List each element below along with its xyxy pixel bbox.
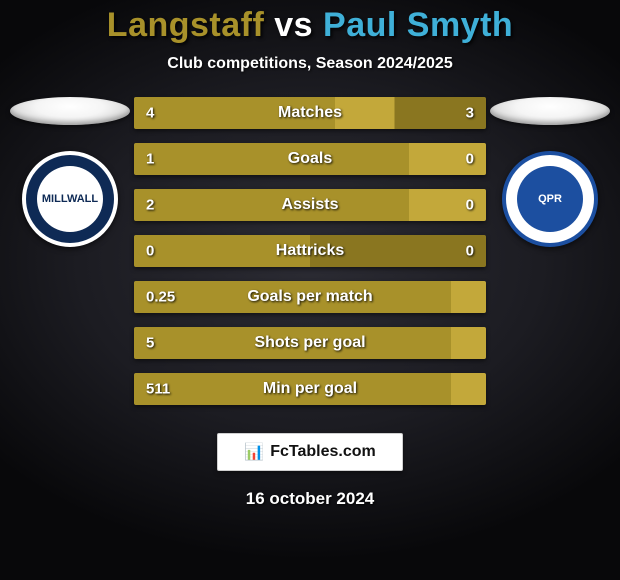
stat-label: Goals xyxy=(288,150,332,168)
stat-label: Hattricks xyxy=(276,242,344,260)
chart-icon: 📊 xyxy=(244,442,264,462)
stat-value-left: 5 xyxy=(146,335,154,352)
stat-row: Hattricks 0 0 xyxy=(134,235,486,267)
stat-label: Assists xyxy=(282,196,339,214)
stat-row: Min per goal 511 xyxy=(134,373,486,405)
stat-row: Goals per match 0.25 xyxy=(134,281,486,313)
club-crest-right-label: QPR xyxy=(517,166,583,232)
stat-row: Shots per goal 5 xyxy=(134,327,486,359)
stat-value-left: 0.25 xyxy=(146,289,175,306)
stat-value-right: 0 xyxy=(466,151,474,168)
stat-row: Goals 1 0 xyxy=(134,143,486,175)
subtitle: Club competitions, Season 2024/2025 xyxy=(167,55,452,73)
stat-bar-right xyxy=(451,373,486,405)
stat-value-left: 0 xyxy=(146,243,154,260)
club-crest-left: MILLWALL xyxy=(22,151,118,247)
player-platform-left xyxy=(10,97,130,125)
stat-row: Assists 2 0 xyxy=(134,189,486,221)
brand-text: FcTables.com xyxy=(270,443,376,461)
title-player1: Langstaff xyxy=(107,6,265,44)
stat-value-right: 0 xyxy=(466,243,474,260)
left-side: MILLWALL xyxy=(10,97,130,247)
stat-value-right: 0 xyxy=(466,197,474,214)
content-wrapper: Langstaff vs Paul Smyth Club competition… xyxy=(0,0,620,580)
comparison-arena: MILLWALL Matches43Goals10Assists20Hattri… xyxy=(0,97,620,405)
stat-bar-left xyxy=(134,189,409,221)
stat-label: Shots per goal xyxy=(254,334,365,352)
stat-value-left: 2 xyxy=(146,197,154,214)
stat-label: Matches xyxy=(278,104,342,122)
date-label: 16 october 2024 xyxy=(246,489,375,509)
title-player2: Paul Smyth xyxy=(323,6,513,44)
stat-bar-left xyxy=(134,143,409,175)
stat-value-left: 511 xyxy=(146,381,170,398)
stat-value-left: 1 xyxy=(146,151,154,168)
page-title: Langstaff vs Paul Smyth xyxy=(107,6,513,45)
club-crest-left-label: MILLWALL xyxy=(37,166,103,232)
title-vs: vs xyxy=(264,6,323,44)
stat-row: Matches 4 3 xyxy=(134,97,486,129)
stat-bars: Matches43Goals10Assists20Hattricks00Goal… xyxy=(134,97,486,405)
stat-bar-right xyxy=(451,327,486,359)
stat-label: Goals per match xyxy=(247,288,372,306)
stat-bar-right xyxy=(451,281,486,313)
stat-bar-right xyxy=(409,143,486,175)
stat-bar-right xyxy=(409,189,486,221)
stat-label: Min per goal xyxy=(263,380,357,398)
stat-value-left: 4 xyxy=(146,105,154,122)
brand-logo[interactable]: 📊 FcTables.com xyxy=(217,433,402,471)
stat-value-right: 3 xyxy=(466,105,474,122)
stat-bar-right xyxy=(335,97,486,129)
player-platform-right xyxy=(490,97,610,125)
club-crest-right: QPR xyxy=(502,151,598,247)
right-side: QPR xyxy=(490,97,610,247)
